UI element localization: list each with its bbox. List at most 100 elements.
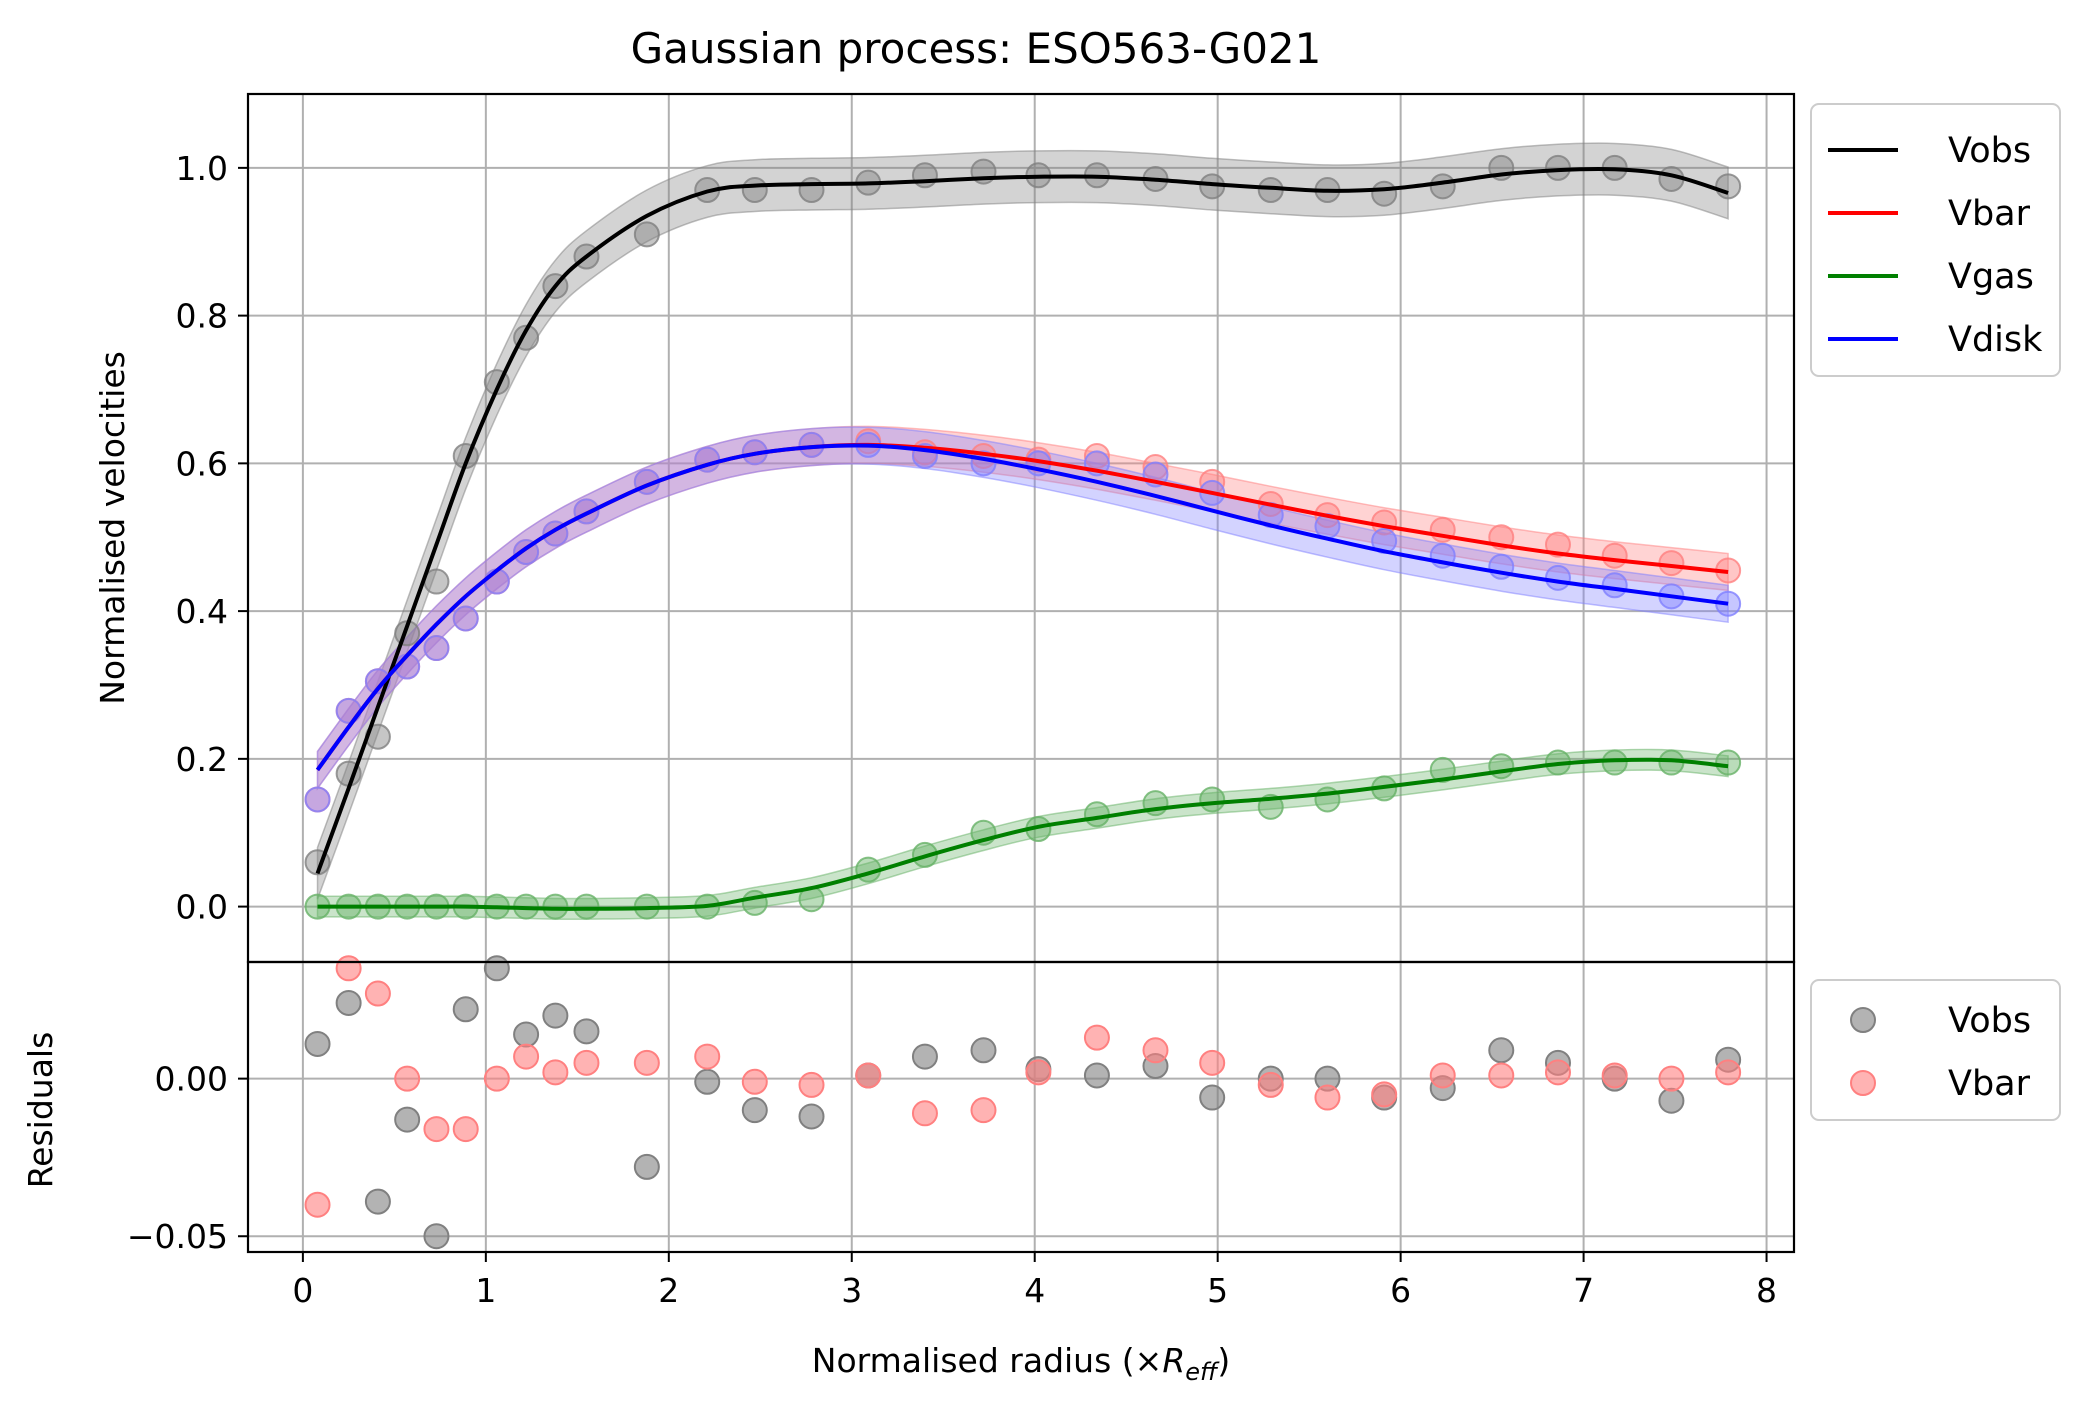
vbar-residual-point <box>1658 1065 1685 1092</box>
vbar-residual-point <box>394 1065 421 1092</box>
top-y-ticks: 0.0 0.2 0.4 0.6 0.8 1.0 <box>176 149 248 927</box>
top-y-axis-label: Normalised velocities <box>93 351 132 705</box>
vobs-residual-point <box>483 955 510 982</box>
vbar-residual-point <box>513 1043 540 1070</box>
vobs-residual-point <box>542 1002 569 1029</box>
vobs-data-point <box>911 162 938 189</box>
x-tick-label: 0 <box>292 1271 313 1310</box>
x-tick-label: 7 <box>1573 1271 1594 1310</box>
vbar-residual-point <box>364 980 391 1007</box>
vbar-residual-point <box>452 1116 479 1143</box>
top-fit-lines <box>315 166 1729 911</box>
legend-label-vobs: Vobs <box>1948 131 2031 171</box>
top-panel: 0.0 0.2 0.4 0.6 0.8 1.0 Normalised velocities <box>93 92 1796 964</box>
vdisk-fit-line <box>315 443 1729 772</box>
vbar-residual-point <box>855 1062 882 1089</box>
vdisk-data-point <box>452 605 479 632</box>
vobs-data-point <box>741 177 768 204</box>
x-tick-label: 2 <box>658 1271 679 1310</box>
chart-title: Gaussian process: ESO563-G021 <box>631 24 1322 73</box>
vbar-residual-point <box>304 1191 331 1218</box>
x-axis-label-suffix: ) <box>1217 1341 1230 1380</box>
vbar-residual-point <box>694 1043 721 1070</box>
vobs-data-point <box>633 221 660 248</box>
vobs-residual-point <box>364 1188 391 1215</box>
vdisk-confidence-band <box>316 426 1729 791</box>
vbar-residual-point <box>1083 1024 1110 1051</box>
legend-label-vobs-residual: Vobs <box>1948 1001 2031 1041</box>
vobs-data-point <box>1371 180 1398 207</box>
vgas-fit-line <box>317 757 1729 911</box>
vobs-residual-point <box>694 1068 721 1095</box>
vobs-data-point <box>798 177 825 204</box>
vobs-fit-line <box>315 166 1729 875</box>
top-legend-items: Vobs Vbar Vgas Vdisk <box>1828 131 2043 360</box>
vgas-data-point <box>1083 801 1110 828</box>
vobs-data-point <box>1715 173 1742 200</box>
vgas-confidence-band <box>316 748 1729 921</box>
vbar-residual-point <box>423 1116 450 1143</box>
x-axis-label: Normalised radius (×Reff) <box>812 1341 1230 1386</box>
vobs-confidence-band <box>316 142 1729 900</box>
vobs-residual-point <box>304 1030 331 1057</box>
vobs-residual-point <box>394 1106 421 1133</box>
vbar-residual-point <box>1257 1071 1284 1098</box>
vobs-residual-point <box>911 1043 938 1070</box>
legend-marker-vobs-residual <box>1850 1007 1876 1033</box>
vdisk-data-point <box>335 697 362 724</box>
bottom-y-tick-label: −0.05 <box>127 1217 228 1256</box>
vobs-residual-point <box>513 1021 540 1048</box>
vobs-residual-point <box>1083 1062 1110 1089</box>
vbar-residual-point <box>970 1097 997 1124</box>
vdisk-data-point <box>423 635 450 662</box>
vobs-residual-point <box>423 1223 450 1250</box>
vobs-residual-point <box>573 1018 600 1045</box>
vbar-residual-point <box>1715 1059 1742 1086</box>
legend-label-vgas: Vgas <box>1948 257 2034 297</box>
top-y-tick-label: 0.0 <box>176 888 228 927</box>
legend-label-vbar-residual: Vbar <box>1948 1064 2031 1104</box>
vobs-residual-point <box>970 1037 997 1064</box>
x-tick-label: 1 <box>475 1271 496 1310</box>
vobs-residual-point <box>741 1097 768 1124</box>
vobs-residual-point <box>1488 1037 1515 1064</box>
vbar-data-point <box>1544 531 1571 558</box>
x-axis-label-prefix: Normalised radius (× <box>812 1341 1163 1380</box>
bottom-legend-items: Vobs Vbar <box>1850 1001 2031 1104</box>
vdisk-data-point <box>483 568 510 595</box>
bottom-y-ticks: 0.00 −0.05 <box>127 1060 248 1256</box>
vbar-residual-point <box>1601 1062 1628 1089</box>
top-legend: Vobs Vbar Vgas Vdisk <box>1810 103 2061 377</box>
legend-marker-vbar-residual <box>1850 1070 1876 1096</box>
vobs-residual-point <box>335 989 362 1016</box>
top-y-tick-label: 0.8 <box>176 297 228 336</box>
vbar-residual-point <box>542 1059 569 1086</box>
legend-label-vbar: Vbar <box>1948 194 2031 234</box>
vbar-residual-point <box>1314 1084 1341 1111</box>
vdisk-data-point <box>304 786 331 813</box>
top-legend-box <box>1810 103 2061 377</box>
x-tick-label: 3 <box>841 1271 862 1310</box>
vgas-data-point <box>542 893 569 920</box>
vobs-residual-point <box>1658 1087 1685 1114</box>
vbar-residual-point <box>1429 1062 1456 1089</box>
vobs-residual-point <box>452 996 479 1023</box>
vbar-residual-point <box>483 1065 510 1092</box>
vbar-data-point <box>1601 542 1628 569</box>
x-tick-label: 4 <box>1024 1271 1045 1310</box>
vobs-residual-point <box>1199 1084 1226 1111</box>
top-grid <box>248 94 1794 962</box>
x-ticks: 0 1 2 3 4 5 6 7 8 <box>292 1252 1777 1310</box>
vbar-residual-point <box>573 1049 600 1076</box>
vgas-data-point <box>1488 753 1515 780</box>
vbar-residual-point <box>1025 1059 1052 1086</box>
x-axis-label-symbol: R <box>1162 1341 1185 1380</box>
vbar-residual-point <box>911 1100 938 1127</box>
top-y-tick-label: 0.6 <box>176 444 228 483</box>
vbar-residual-point <box>1488 1062 1515 1089</box>
bottom-y-tick-label: 0.00 <box>155 1060 228 1099</box>
vobs-residual-point <box>798 1103 825 1130</box>
vdisk-data-point <box>1544 564 1571 591</box>
